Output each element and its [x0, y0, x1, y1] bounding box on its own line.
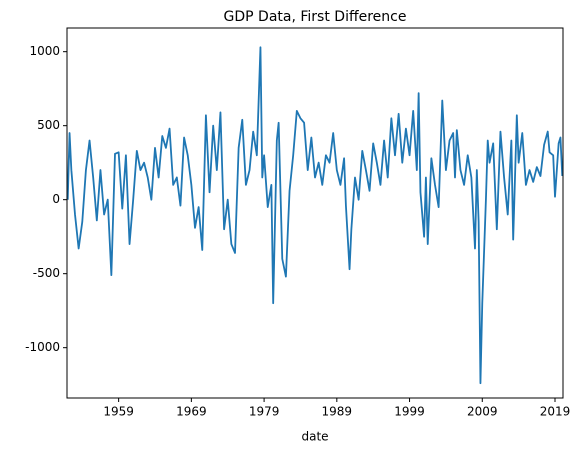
x-tick-label: 1999: [394, 405, 425, 419]
y-tick-label: 500: [37, 118, 60, 132]
y-tick-label: 1000: [29, 44, 60, 58]
chart-title: GDP Data, First Difference: [224, 9, 407, 25]
x-axis-label: date: [301, 430, 328, 444]
plot-frame: [66, 27, 564, 399]
x-tick-label: 1959: [103, 405, 134, 419]
data-line: [66, 46, 564, 385]
x-tick-label: 2019: [540, 405, 571, 419]
y-tick-label: -1000: [25, 340, 60, 354]
x-tick-label: 1969: [176, 405, 207, 419]
x-tick-label: 1979: [249, 405, 280, 419]
x-tick-label: 2009: [467, 405, 498, 419]
y-tick-label: 0: [52, 192, 60, 206]
y-tick-label: -500: [33, 266, 60, 280]
x-tick-label: 1989: [322, 405, 353, 419]
